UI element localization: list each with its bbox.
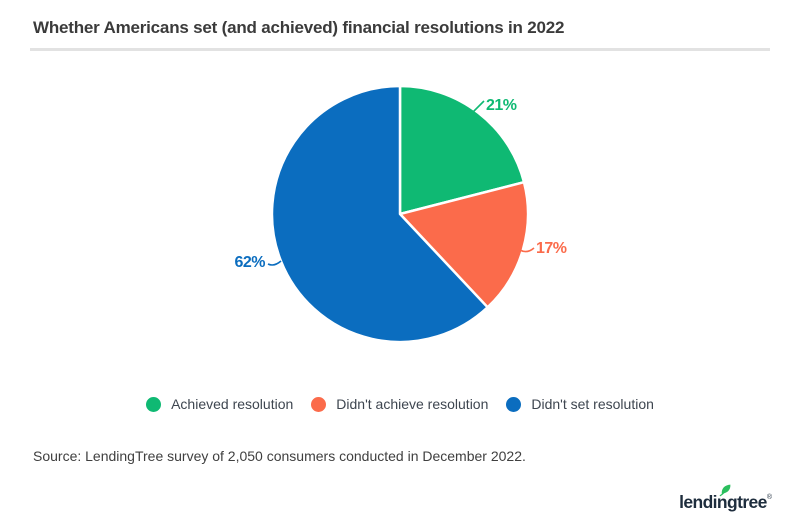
pie-slice-achieved-resolution [398, 84, 526, 216]
legend-item-didnt-achieve: Didn't achieve resolution [311, 396, 488, 412]
pie-slice-label: 62% [234, 254, 265, 271]
logo-text: lendingtree [679, 492, 767, 512]
legend-dot-orange-icon [311, 396, 327, 412]
legend-label: Didn't set resolution [531, 396, 654, 412]
lendingtree-logo: lendingtree® [679, 484, 772, 513]
legend: Achieved resolution Didn't achieve resol… [0, 396, 800, 412]
pie-slice-label: 21% [486, 97, 517, 114]
pie-label-leader-line [267, 260, 282, 266]
leaf-icon [719, 484, 731, 497]
source-note: Source: LendingTree survey of 2,050 cons… [33, 448, 526, 464]
legend-dot-green-icon [146, 396, 162, 412]
registered-mark: ® [766, 494, 772, 501]
legend-item-didnt-set: Didn't set resolution [506, 396, 654, 412]
legend-item-achieved: Achieved resolution [146, 396, 293, 412]
pie-slice-didn-t-achieve-resolution [398, 180, 530, 309]
title-divider [30, 48, 770, 51]
pie-label-leader-line [465, 100, 485, 120]
legend-label: Didn't achieve resolution [336, 396, 489, 412]
chart-title: Whether Americans set (and achieved) fin… [33, 18, 565, 37]
pie-label-leader-line [519, 247, 535, 253]
pie-slice-label: 17% [536, 240, 567, 257]
legend-label: Achieved resolution [171, 396, 294, 412]
legend-dot-blue-icon [506, 396, 522, 412]
